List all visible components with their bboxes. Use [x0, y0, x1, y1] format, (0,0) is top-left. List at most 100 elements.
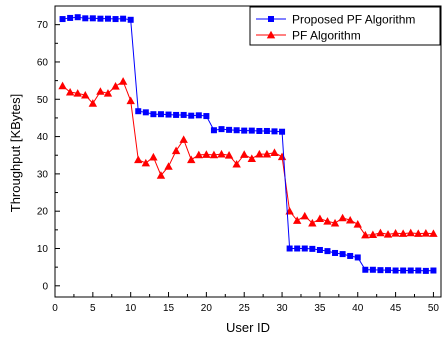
- data-point: [255, 149, 264, 158]
- data-point: [279, 128, 286, 135]
- data-point: [81, 90, 90, 99]
- data-point: [294, 245, 301, 252]
- data-point: [362, 266, 369, 273]
- data-point: [354, 254, 361, 261]
- data-point: [286, 245, 293, 252]
- data-point: [301, 245, 308, 252]
- data-point: [187, 155, 196, 164]
- data-point: [112, 16, 119, 23]
- data-point: [126, 96, 135, 105]
- data-point: [74, 14, 81, 21]
- data-point: [330, 218, 340, 227]
- data-point: [308, 218, 317, 227]
- legend-entry: PF Algorithm: [256, 29, 361, 43]
- series-pf-algorithm: [58, 77, 438, 239]
- data-point: [256, 127, 263, 134]
- data-point: [332, 249, 339, 256]
- data-point: [202, 150, 211, 158]
- data-point: [414, 229, 423, 237]
- data-point: [195, 112, 202, 119]
- data-point: [421, 229, 431, 237]
- x-tick-label: 35: [314, 303, 326, 314]
- data-point: [194, 150, 204, 159]
- series-proposed-pf-algorithm: [59, 14, 437, 274]
- data-point: [210, 127, 217, 134]
- data-point: [309, 245, 316, 252]
- data-point: [369, 266, 376, 273]
- data-point: [173, 111, 180, 118]
- legend-label: PF Algorithm: [292, 29, 361, 43]
- data-point: [429, 229, 438, 237]
- data-point: [323, 217, 332, 225]
- x-tick-label: 30: [276, 303, 288, 314]
- y-tick-label: 60: [37, 57, 49, 68]
- data-point: [361, 230, 370, 239]
- legend-marker: [268, 16, 274, 22]
- data-point: [316, 246, 323, 253]
- data-point: [277, 152, 287, 161]
- data-point: [391, 229, 400, 237]
- data-point: [400, 267, 407, 274]
- data-point: [407, 267, 414, 274]
- data-point: [422, 267, 429, 274]
- y-tick-label: 30: [37, 169, 49, 180]
- y-tick-label: 10: [37, 244, 49, 255]
- data-point: [88, 99, 98, 107]
- y-tick-label: 0: [42, 281, 48, 292]
- data-point: [376, 228, 385, 237]
- data-point: [233, 127, 240, 134]
- x-tick-label: 10: [125, 303, 137, 314]
- series-line: [62, 80, 434, 236]
- data-point: [338, 213, 347, 222]
- data-point: [271, 128, 278, 135]
- data-point: [103, 89, 113, 97]
- data-point: [315, 214, 325, 223]
- data-point: [104, 15, 111, 22]
- x-tick-label: 40: [352, 303, 364, 314]
- x-tick-label: 0: [52, 303, 58, 314]
- data-point: [111, 82, 120, 90]
- data-point: [324, 248, 331, 255]
- x-tick-label: 20: [201, 303, 213, 314]
- data-point: [157, 111, 164, 118]
- data-point: [430, 267, 437, 274]
- data-point: [150, 111, 157, 118]
- y-tick-label: 40: [37, 132, 49, 143]
- data-point: [65, 87, 75, 96]
- data-point: [203, 113, 210, 120]
- data-point: [142, 109, 149, 116]
- data-point: [345, 215, 355, 224]
- data-point: [82, 15, 89, 22]
- x-tick-label: 45: [390, 303, 402, 314]
- data-point: [248, 127, 255, 134]
- plot-frame: [54, 5, 442, 298]
- data-point: [270, 148, 279, 156]
- x-tick-label: 5: [90, 303, 96, 314]
- data-point: [188, 112, 195, 119]
- data-point: [385, 267, 392, 274]
- data-point: [241, 127, 248, 134]
- data-point: [97, 15, 104, 22]
- legend-entry: Proposed PF Algorithm: [256, 13, 415, 27]
- data-point: [300, 211, 309, 220]
- data-point: [171, 146, 181, 155]
- data-point: [383, 230, 393, 238]
- data-point: [292, 216, 302, 224]
- data-point: [127, 16, 134, 23]
- data-point: [89, 15, 96, 22]
- data-point: [67, 14, 74, 21]
- data-point: [149, 152, 158, 161]
- data-point: [164, 162, 173, 170]
- data-point: [156, 171, 166, 179]
- y-tick-label: 20: [37, 207, 49, 218]
- data-point: [263, 127, 270, 134]
- data-point: [232, 159, 241, 168]
- data-point: [415, 267, 422, 274]
- x-tick-label: 50: [428, 303, 440, 314]
- data-point: [179, 135, 188, 143]
- data-point: [165, 111, 172, 118]
- data-point: [58, 81, 67, 90]
- data-point: [180, 111, 187, 118]
